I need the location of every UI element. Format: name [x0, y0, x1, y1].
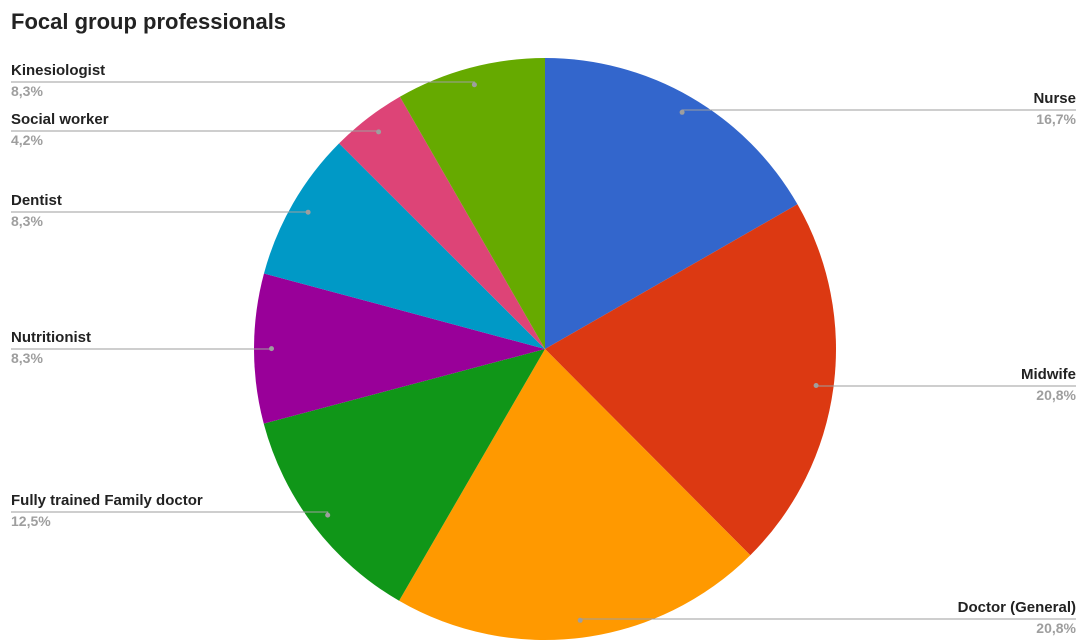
leader-dot: [471, 82, 477, 88]
pie-slice-social-worker: [339, 96, 545, 349]
leader-line: [681, 109, 1076, 113]
pie-slices: [253, 58, 836, 640]
slice-label: Social worker: [11, 111, 109, 128]
slice-label: Dentist: [11, 192, 62, 209]
slice-percentage: 8,3%: [11, 350, 43, 366]
leader-dot: [577, 617, 583, 623]
slice-percentage: 20,8%: [1036, 387, 1076, 403]
slice-label: Midwife: [1021, 366, 1076, 383]
pie-slice-dentist: [263, 143, 545, 349]
slice-percentage: 8,3%: [11, 213, 43, 229]
leader-line: [815, 385, 1076, 387]
pie-slice-nutritionist: [253, 273, 545, 424]
pie-slice-nurse: [545, 58, 798, 349]
pie-slice-midwife: [545, 204, 836, 556]
leader-line: [11, 81, 475, 85]
leader-dot: [269, 346, 274, 352]
slice-label: Doctor (General): [958, 599, 1076, 616]
slice-percentage: 8,3%: [11, 83, 43, 99]
leader-line: [11, 511, 329, 516]
leader-dot: [813, 383, 819, 388]
slice-percentage: 12,5%: [11, 513, 51, 529]
leader-dot: [376, 129, 382, 135]
pie-slice-fully-trained-family-doctor: [263, 349, 545, 601]
chart-title: Focal group professionals: [11, 9, 286, 34]
slice-label: Fully trained Family doctor: [11, 492, 203, 509]
slice-label: Nurse: [1033, 90, 1076, 107]
leader-dot: [325, 512, 331, 518]
pie-slice-doctor-general: [399, 349, 751, 640]
slice-labels: Nurse 16,7% Midwife 20,8% Doctor (General) 20…: [11, 62, 1077, 636]
slice-percentage: 20,8%: [1036, 620, 1076, 636]
pie-slice-kinesiologist: [399, 58, 545, 349]
leader-line: [579, 618, 1076, 621]
leader-line: [11, 130, 380, 132]
slice-percentage: 16,7%: [1036, 111, 1076, 127]
leader-dot: [305, 209, 311, 215]
slice-label: Kinesiologist: [11, 62, 105, 79]
slice-percentage: 4,2%: [11, 132, 43, 148]
slice-label: Nutritionist: [11, 329, 91, 346]
leader-dot: [679, 109, 685, 115]
